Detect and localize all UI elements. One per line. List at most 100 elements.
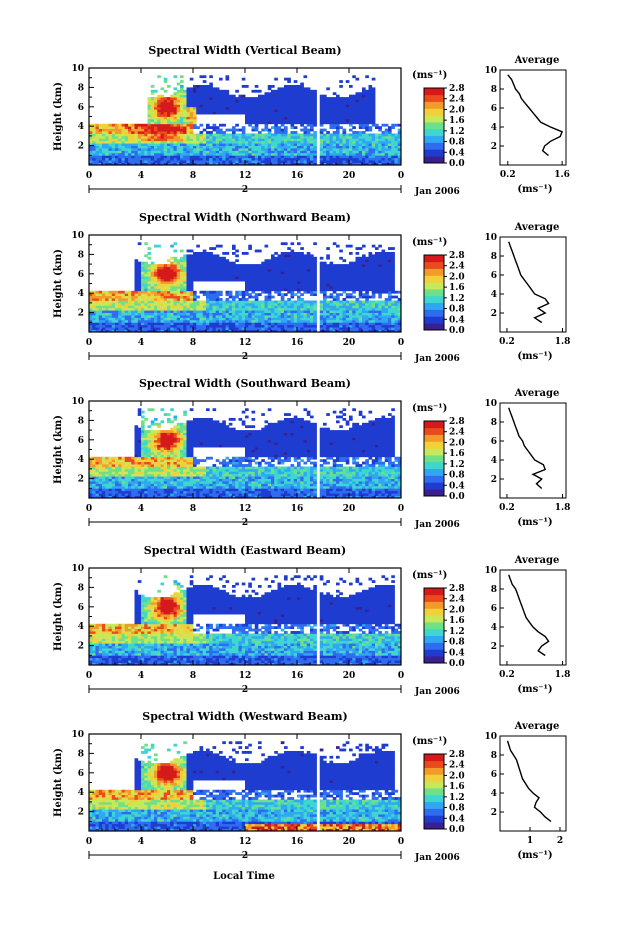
heatmap-cell	[274, 319, 278, 323]
heatmap-cell	[287, 261, 291, 265]
heatmap-cell	[264, 116, 269, 120]
heatmap-cell	[118, 162, 122, 166]
heatmap-cell	[189, 135, 194, 139]
heatmap-cell	[397, 140, 402, 144]
heatmap-cell	[313, 145, 317, 149]
heatmap-cell	[297, 106, 301, 110]
heatmap-cell	[215, 305, 220, 309]
heatmap-cell	[147, 290, 152, 294]
heatmap-cell	[141, 268, 145, 272]
heatmap-cell	[293, 140, 298, 144]
heatmap-cell	[251, 106, 256, 110]
heatmap-cell	[397, 123, 402, 127]
heatmap-cell	[339, 114, 343, 117]
heatmap-cell	[196, 160, 200, 163]
heatmap-cell	[358, 121, 363, 125]
heatmap-cell	[300, 148, 304, 151]
heatmap-cell	[128, 138, 132, 142]
heatmap-cell	[319, 285, 324, 289]
heatmap-cell	[300, 317, 304, 321]
heatmap-cell	[238, 293, 243, 297]
heatmap-cell	[124, 302, 129, 306]
heatmap-cell	[215, 254, 220, 258]
heatmap-cell	[349, 322, 353, 326]
heatmap-cell	[274, 312, 278, 316]
heatmap-cell	[232, 329, 236, 333]
heatmap-cell	[160, 138, 165, 142]
heatmap-cell	[355, 97, 360, 100]
heatmap-cell	[128, 145, 132, 149]
heatmap-cell	[267, 322, 272, 326]
heatmap-cell	[384, 307, 389, 311]
heatmap-cell	[134, 276, 139, 280]
heatmap-cell	[219, 317, 223, 321]
heatmap-cell	[219, 293, 223, 297]
heatmap-cell	[261, 97, 265, 100]
heatmap-cell	[362, 133, 366, 137]
heatmap-cell	[336, 329, 340, 333]
heatmap-cell	[284, 157, 288, 161]
heatmap-cell	[232, 150, 236, 154]
heatmap-cell	[365, 319, 369, 323]
heatmap-cell	[157, 317, 161, 321]
heatmap-cell	[89, 312, 93, 316]
heatmap-cell	[297, 278, 301, 282]
heatmap-cell	[323, 324, 327, 328]
heatmap-cell	[248, 327, 252, 330]
heatmap-cell	[228, 109, 233, 113]
heatmap-cell	[371, 259, 376, 263]
heatmap-cell	[339, 150, 343, 154]
heatmap-cell	[258, 133, 262, 137]
heatmap-cell	[167, 288, 171, 292]
heatmap-cell	[222, 307, 226, 311]
heatmap-cell	[115, 150, 119, 154]
heatmap-cell	[323, 312, 327, 316]
heatmap-cell	[371, 106, 376, 110]
heatmap-cell	[228, 140, 233, 144]
heatmap-cell	[141, 288, 145, 292]
colorbar-tick-label: 2.8	[449, 84, 465, 94]
heatmap-cell	[332, 266, 337, 270]
heatmap-cell	[196, 143, 200, 146]
heatmap-cell	[163, 293, 168, 297]
heatmap-cell	[228, 99, 233, 103]
heatmap-cell	[173, 300, 178, 304]
heatmap-cell	[115, 160, 119, 163]
heatmap-cell	[238, 150, 243, 154]
heatmap-cell	[121, 140, 126, 144]
heatmap-cell	[102, 317, 106, 321]
heatmap-cell	[300, 140, 304, 144]
heatmap-cell	[209, 126, 213, 130]
heatmap-cell	[362, 162, 366, 166]
heatmap-cell	[323, 121, 327, 125]
heatmap-cell	[297, 101, 301, 105]
heatmap-cell	[128, 305, 132, 309]
heatmap-cell	[196, 133, 200, 137]
heatmap-cell	[163, 109, 168, 113]
heatmap-cell	[98, 131, 103, 134]
heatmap-cell	[115, 148, 119, 151]
heatmap-cell	[368, 268, 373, 272]
heatmap-cell	[345, 302, 350, 306]
heatmap-cell	[225, 261, 230, 265]
heatmap-cell	[336, 123, 340, 127]
heatmap-cell	[261, 305, 265, 309]
heatmap-cell	[345, 160, 350, 163]
heatmap-cell	[264, 138, 269, 142]
heatmap-cell	[323, 128, 327, 132]
heatmap-cell	[336, 121, 340, 125]
heatmap-cell	[186, 111, 191, 115]
heatmap-cell	[154, 319, 158, 323]
heatmap-cell	[310, 157, 314, 161]
heatmap-cell	[186, 116, 191, 120]
heatmap-cell	[134, 322, 139, 326]
heatmap-cell	[202, 310, 207, 313]
heatmap-cell	[365, 123, 369, 127]
heatmap-cell	[352, 268, 356, 272]
heatmap-cell	[212, 300, 217, 304]
heatmap-cell	[170, 293, 174, 297]
heatmap-cell	[121, 135, 126, 139]
heatmap-cell	[228, 276, 233, 280]
heatmap-cell	[163, 290, 168, 294]
heatmap-cell	[290, 271, 295, 275]
